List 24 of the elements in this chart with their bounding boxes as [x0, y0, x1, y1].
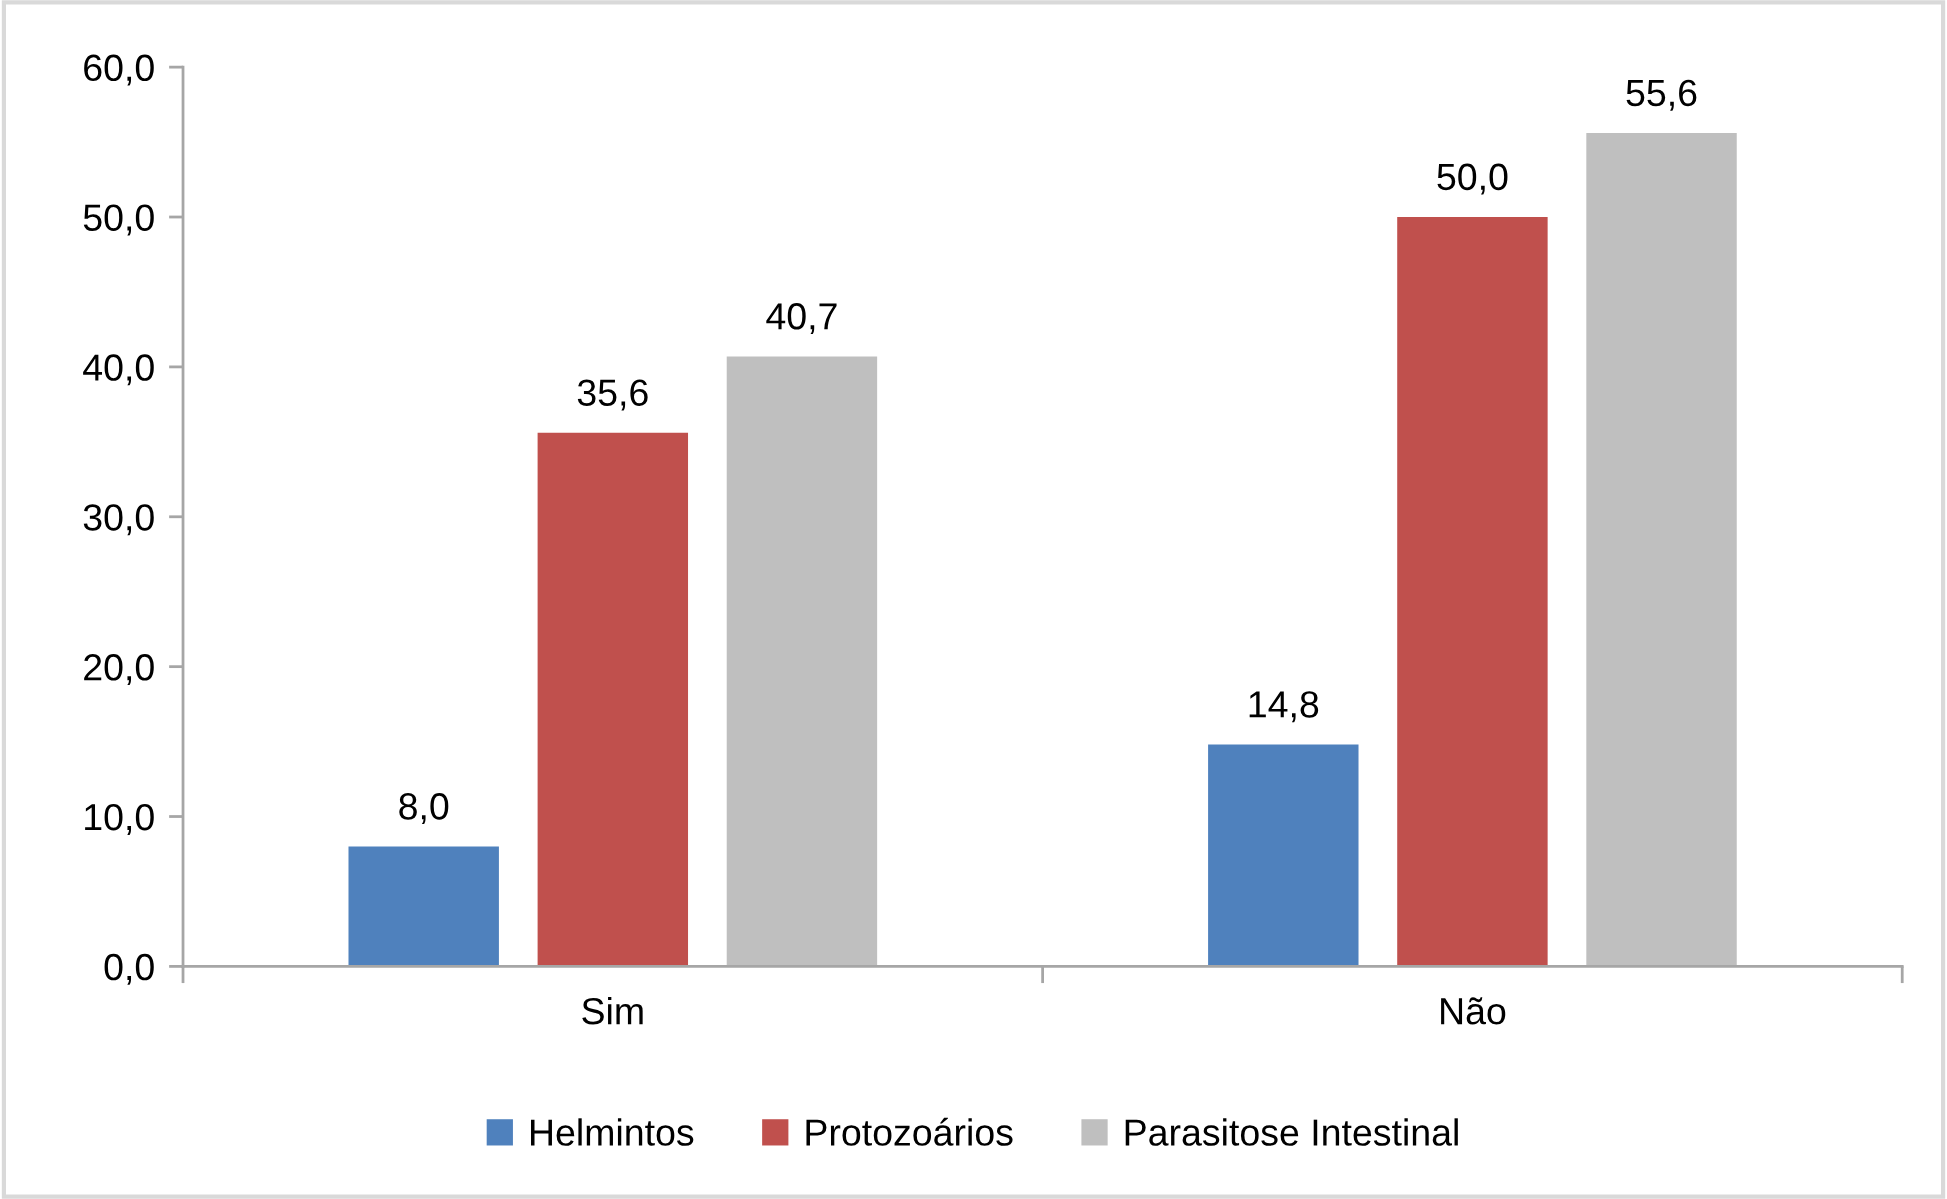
- x-tick-label: Não: [1441, 997, 1506, 1025]
- y-tick-label: 0,0: [104, 953, 154, 985]
- data-label: 55,6: [1626, 79, 1697, 111]
- data-label: 50,0: [1437, 163, 1508, 195]
- y-tick-label: 30,0: [83, 504, 154, 536]
- bar: [537, 432, 689, 967]
- y-tick-label: 60,0: [84, 54, 154, 86]
- x-tick-label: Sim: [582, 996, 643, 1025]
- data-label: 14,8: [1249, 691, 1319, 723]
- bar: [1208, 744, 1359, 967]
- bar: [726, 356, 878, 967]
- y-tick-label: 10,0: [85, 803, 154, 835]
- data-label: 35,6: [577, 379, 648, 411]
- data-label: 40,7: [766, 302, 837, 334]
- legend-label: Helmintos: [531, 1118, 694, 1146]
- y-tick-label: 20,0: [84, 654, 154, 686]
- data-label: 8,0: [399, 793, 449, 825]
- legend-label: Parasitose Intestinal: [1125, 1118, 1458, 1146]
- bar: [1586, 133, 1737, 967]
- y-tick-label: 50,0: [83, 204, 154, 236]
- bar: [348, 846, 499, 967]
- legend-label: Protozoários: [806, 1117, 1013, 1146]
- y-tick-label: 40,0: [83, 354, 154, 386]
- bar: [1397, 217, 1548, 967]
